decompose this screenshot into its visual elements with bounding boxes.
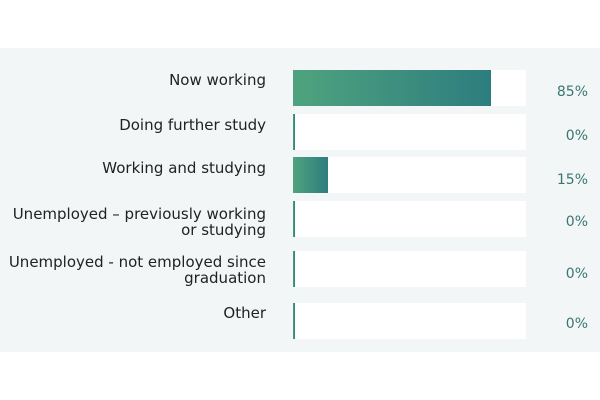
- category-label: Working and studying: [102, 159, 266, 177]
- bar-track: [293, 303, 526, 339]
- bar: [293, 303, 295, 339]
- bar: [293, 157, 328, 193]
- bar: [293, 251, 295, 287]
- bar: [293, 114, 295, 150]
- category-label: Now working: [169, 71, 266, 89]
- bar: [293, 201, 295, 237]
- value-label: 0%: [565, 266, 588, 282]
- category-label: Unemployed - not employed since graduati…: [8, 253, 266, 287]
- value-label: 0%: [565, 316, 588, 332]
- bar-track: [293, 70, 526, 106]
- bar-track: [293, 114, 526, 150]
- bar-track: [293, 157, 526, 193]
- value-label: 85%: [556, 84, 588, 100]
- value-label: 0%: [565, 128, 588, 144]
- category-label: Unemployed – previously working or study…: [12, 205, 266, 239]
- value-label: 15%: [556, 172, 588, 188]
- bar-track: [293, 251, 526, 287]
- chart-panel: Now working 85% Doing further study 0% Worki…: [0, 48, 600, 352]
- bar: [293, 70, 492, 106]
- bar-track: [293, 201, 526, 237]
- value-label: 0%: [565, 214, 588, 230]
- category-label: Doing further study: [119, 116, 266, 134]
- category-label: Other: [223, 304, 266, 322]
